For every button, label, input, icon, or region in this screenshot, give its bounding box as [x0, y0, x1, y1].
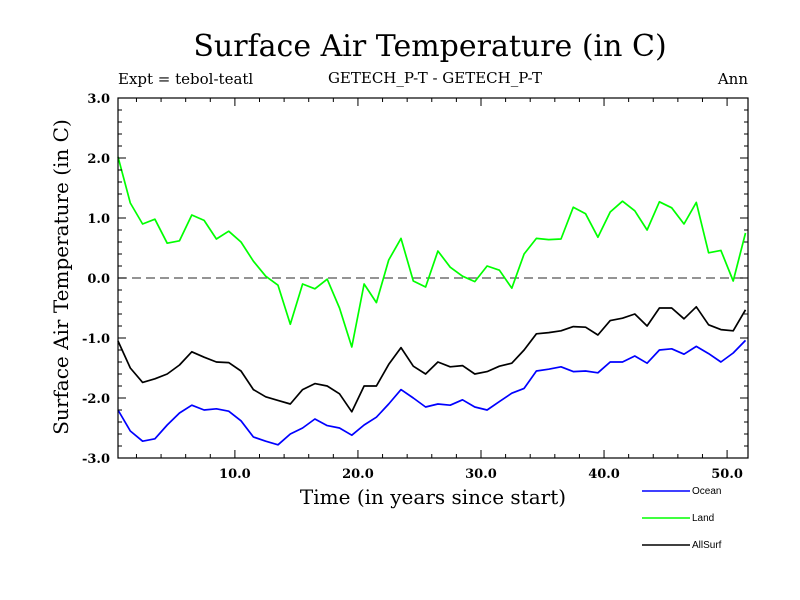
x-tick-label: 50.0 [711, 467, 743, 482]
y-tick-label: -1.0 [82, 332, 110, 347]
series-line-allsurf [117, 305, 747, 413]
legend-label-land: Land [692, 513, 714, 524]
y-tick-label: 0.0 [87, 272, 110, 287]
series-line-land [117, 156, 747, 348]
season-label: Ann [717, 70, 748, 88]
chart-title: Surface Air Temperature (in C) [193, 29, 666, 64]
y-tick-label: 1.0 [87, 212, 110, 227]
y-axis-label: Surface Air Temperature (in C) [49, 119, 73, 435]
x-tick-label: 20.0 [342, 467, 374, 482]
series-line-ocean [117, 339, 747, 446]
legend-label-ocean: Ocean [692, 486, 721, 497]
y-tick-label: -2.0 [82, 392, 110, 407]
x-tick-label: 30.0 [465, 467, 497, 482]
x-axis-label: Time (in years since start) [300, 485, 566, 509]
x-tick-label: 10.0 [219, 467, 251, 482]
comparison-label: GETECH_P-T - GETECH_P-T [328, 69, 542, 87]
y-tick-label: -3.0 [82, 452, 110, 467]
y-tick-label: 3.0 [87, 92, 110, 107]
legend: Ocean Land AllSurf [642, 486, 722, 551]
y-tick-label: 2.0 [87, 152, 110, 167]
x-tick-label: 40.0 [588, 467, 620, 482]
plot-area: -3.0 -2.0 -1.0 0.0 1.0 2.0 3.0 10.0 20.0 30.0 40.0… [82, 92, 749, 482]
legend-label-allsurf: AllSurf [692, 540, 722, 551]
experiment-label: Expt = tebol-teatl [118, 70, 253, 88]
